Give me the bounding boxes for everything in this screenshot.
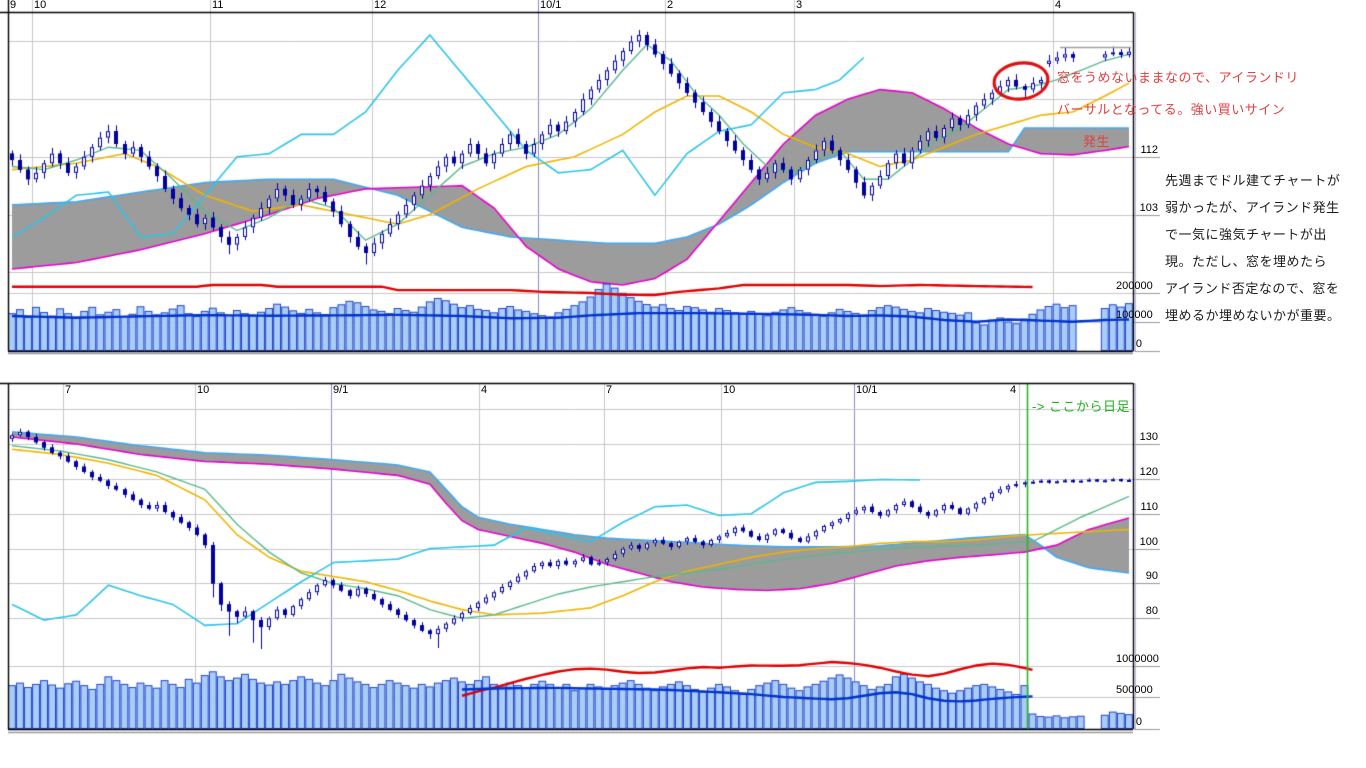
x-axis-label: 4 bbox=[1010, 384, 1017, 396]
volume-axis-label: 0 bbox=[1135, 716, 1142, 728]
x-axis-label: 10 bbox=[197, 384, 210, 396]
x-axis-label: 7 bbox=[606, 384, 613, 396]
volume-axis-label: 0 bbox=[1135, 338, 1142, 350]
daily-section-annotation: -> ここから日足 bbox=[1032, 397, 1130, 429]
x-axis-label: 4 bbox=[1055, 0, 1062, 11]
note-line: アイランド否定なので、窓を bbox=[1165, 281, 1340, 296]
x-axis-label: 4 bbox=[481, 384, 488, 396]
x-axis-label: 10/1 bbox=[856, 384, 878, 396]
volume-axis-label: 200000 bbox=[1116, 280, 1153, 292]
volume-axis-label: 500000 bbox=[1116, 684, 1153, 696]
price-axis-label: 90 bbox=[1145, 570, 1158, 582]
annotation-line: バーサルとなってる。強い買いサイン bbox=[1057, 102, 1286, 117]
x-axis-label: 12 bbox=[374, 0, 387, 11]
price-axis-label: 103 bbox=[1139, 202, 1158, 214]
note-line: 現。ただし、窓を埋めたら bbox=[1165, 254, 1328, 269]
x-axis-label: 2 bbox=[667, 0, 674, 11]
volume-axis-label: 1000000 bbox=[1116, 653, 1159, 665]
price-axis-label: 80 bbox=[1145, 605, 1158, 617]
x-axis-label: 10 bbox=[723, 384, 736, 396]
price-axis-label: 110 bbox=[1140, 501, 1158, 513]
note-line: 埋めるか埋めないかが重要。 bbox=[1165, 308, 1341, 323]
price-axis-label: 130 bbox=[1139, 431, 1158, 443]
volume-axis-label: 100000 bbox=[1116, 309, 1153, 321]
price-axis-label: 112 bbox=[1140, 144, 1158, 156]
x-axis-label: 10 bbox=[34, 0, 47, 11]
weekly-commentary-note: 先週までドル建てチャートが 弱かったが、アイランド発生 で一気に強気チャートが出… bbox=[1165, 172, 1341, 334]
annotation-line: 窓をうめないままなので、アイランドリ bbox=[1057, 70, 1299, 85]
x-axis-label: 7 bbox=[65, 384, 72, 396]
annotation-line: 発生 bbox=[1083, 134, 1111, 149]
annotation-line: -> ここから日足 bbox=[1032, 399, 1131, 414]
x-axis-label: 3 bbox=[796, 0, 803, 11]
x-axis-label: 11 bbox=[212, 0, 224, 11]
x-axis-label: 9/1 bbox=[333, 384, 349, 396]
note-line: で一気に強気チャートが出 bbox=[1165, 227, 1327, 242]
note-line: 先週までドル建てチャートが bbox=[1165, 173, 1341, 188]
island-reversal-annotation: 窓をうめないままなので、アイランドリ バーサルとなってる。強い買いサイン 発生 bbox=[1057, 68, 1299, 164]
price-axis-label: 120 bbox=[1139, 466, 1158, 478]
price-axis-label: 100 bbox=[1139, 536, 1158, 548]
note-line: 弱かったが、アイランド発生 bbox=[1165, 200, 1340, 215]
x-axis-label: 9 bbox=[10, 0, 17, 11]
x-axis-label: 10/1 bbox=[540, 0, 562, 11]
